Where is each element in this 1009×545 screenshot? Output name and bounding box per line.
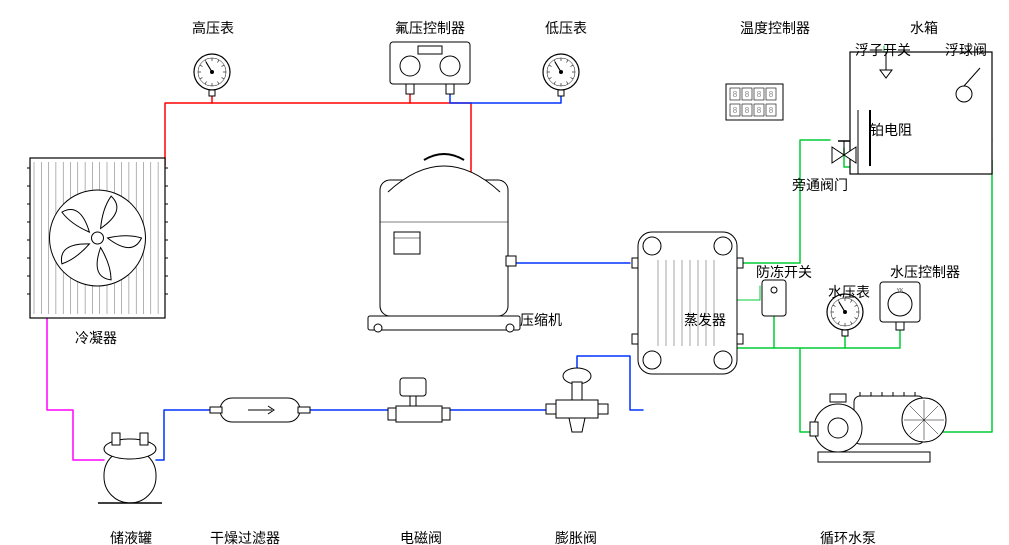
label-low-pressure-gauge: 低压表 (545, 18, 587, 38)
label-compressor: 压缩机 (520, 310, 562, 330)
evaporator-icon (632, 232, 743, 374)
label-circ-pump: 循环水泵 (820, 528, 876, 545)
dryer-filter-icon (210, 398, 310, 422)
low-pressure-gauge-icon (543, 54, 579, 96)
label-dryer-filter: 干燥过滤器 (210, 528, 280, 545)
label-float-switch: 浮子开关 (855, 40, 911, 60)
temp-controller-icon: 88888888 (726, 84, 783, 120)
label-high-pressure-gauge: 高压表 (192, 18, 234, 38)
label-water-tank: 水箱 (910, 18, 938, 38)
pump-icon (810, 392, 946, 462)
svg-text:8: 8 (769, 90, 774, 99)
svg-text:8: 8 (745, 90, 750, 99)
water-tank-icon (850, 52, 992, 174)
label-float-valve: 浮球阀 (945, 40, 987, 60)
svg-text:8: 8 (769, 106, 774, 115)
label-condenser: 冷凝器 (75, 328, 117, 348)
label-anti-freeze-switch: 防冻开关 (756, 262, 812, 282)
schematic-stage: 88888888YK 高压表氟压控制器低压表温度控制器水箱浮子开关浮球阀铂电阻旁… (0, 0, 1009, 545)
svg-text:8: 8 (757, 90, 762, 99)
label-bypass-valve: 旁通阀门 (792, 175, 848, 195)
label-platinum-res: 铂电阻 (870, 120, 912, 140)
label-evaporator: 蒸发器 (684, 310, 726, 330)
svg-text:8: 8 (757, 106, 762, 115)
expansion-valve-icon (546, 368, 608, 432)
svg-text:YK: YK (897, 288, 904, 294)
label-water-controller: 水压控制器 (890, 262, 960, 282)
antifreeze-switch-icon (762, 280, 786, 316)
condenser-icon (27, 158, 168, 318)
svg-text:8: 8 (745, 106, 750, 115)
label-water-gauge: 水压表 (828, 282, 870, 302)
svg-text:8: 8 (733, 90, 738, 99)
label-temp-controller: 温度控制器 (740, 18, 810, 38)
solenoid-valve-icon (388, 378, 450, 422)
receiver-icon (98, 433, 162, 503)
high-pressure-gauge-icon (194, 54, 230, 96)
compressor-icon (368, 154, 520, 332)
svg-text:8: 8 (733, 106, 738, 115)
label-solenoid-valve: 电磁阀 (400, 528, 442, 545)
svg-layer: 88888888YK (0, 0, 1009, 545)
label-expansion-valve: 膨胀阀 (555, 528, 597, 545)
water-pressure-controller-icon: YK (880, 282, 920, 330)
label-fluorine-controller: 氟压控制器 (395, 18, 465, 38)
label-receiver: 储液罐 (110, 528, 152, 545)
fluorine-controller-icon (390, 42, 470, 94)
